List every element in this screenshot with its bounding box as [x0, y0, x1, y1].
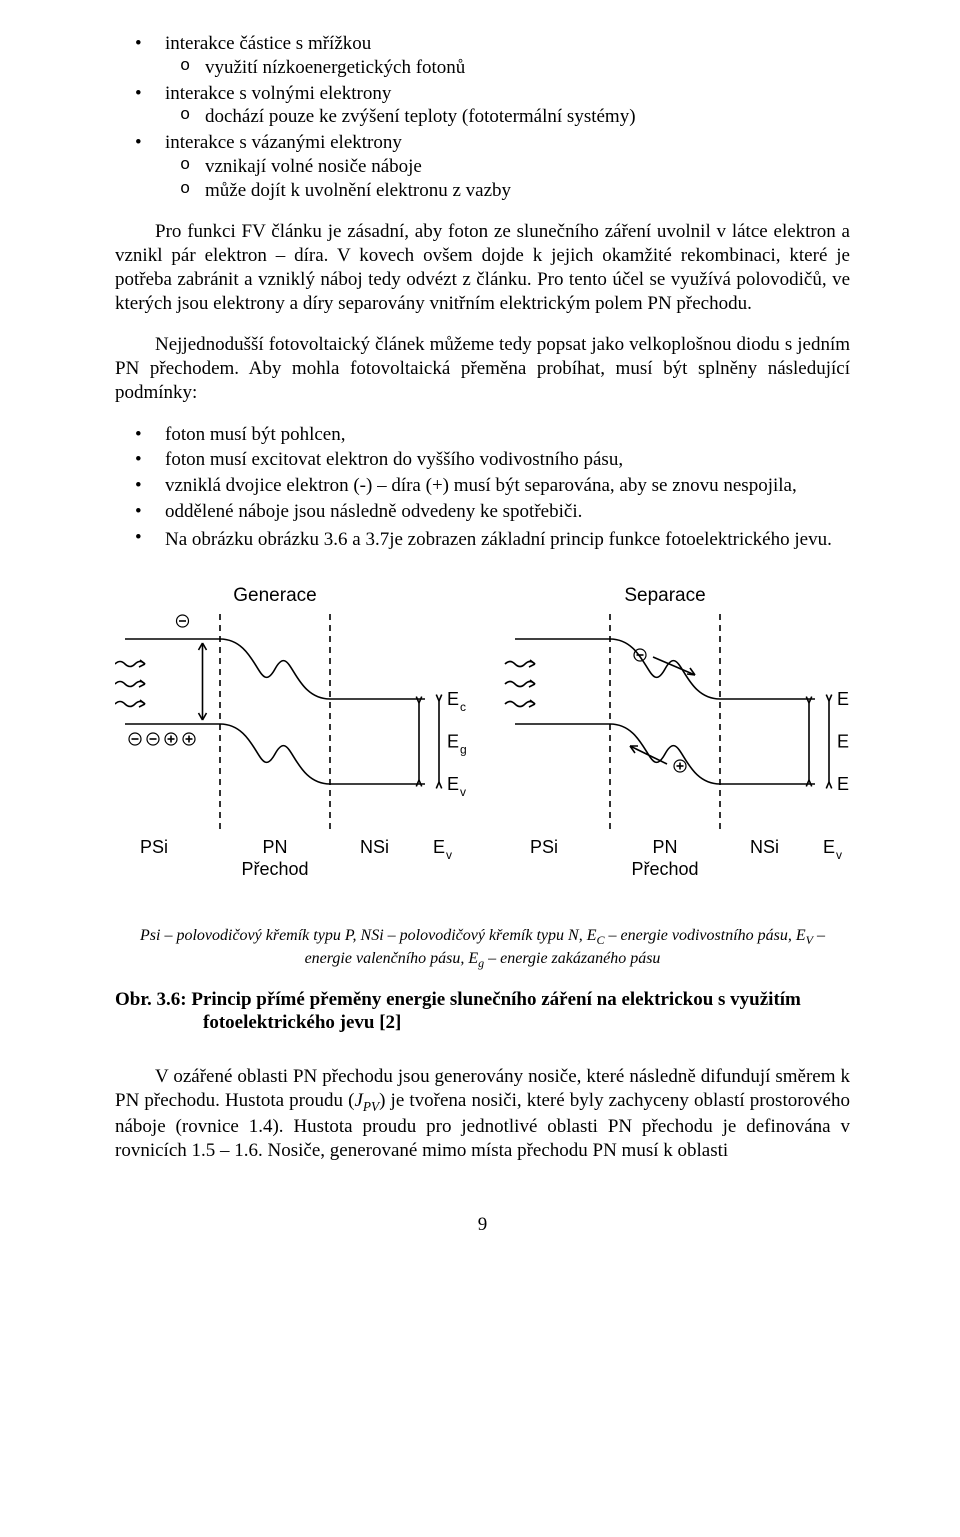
- svg-text:E: E: [837, 732, 849, 752]
- svg-text:E: E: [433, 837, 445, 857]
- figure-legend: Psi – polovodičový křemík typu P, NSi – …: [115, 926, 850, 972]
- para4-jpv: J: [354, 1090, 362, 1111]
- page-number: 9: [115, 1213, 850, 1237]
- top-bullet-list: interakce částice s mřížkou využití nízk…: [115, 32, 850, 202]
- legend-part: – energie zakázaného pásu: [484, 950, 660, 967]
- svg-text:E: E: [837, 689, 849, 709]
- bullet-text: oddělené náboje jsou následně odvedeny k…: [165, 501, 582, 522]
- bullet-item: foton musí excitovat elektron do vyššího…: [115, 448, 850, 472]
- sub-bullet-list: dochází pouze ke zvýšení teploty (fotote…: [165, 105, 850, 129]
- legend-part: Psi – polovodičový křemík typu P, NSi – …: [140, 927, 596, 944]
- caption-line2: fotoelektrického jevu [2]: [115, 1011, 850, 1035]
- svg-text:E: E: [823, 837, 835, 857]
- sub-bullet-text: dochází pouze ke zvýšení teploty (fotote…: [205, 106, 636, 127]
- svg-text:Generace: Generace: [233, 585, 316, 606]
- svg-text:Přechod: Přechod: [241, 859, 308, 879]
- mid-bullet-list: foton musí být pohlcen, foton musí excit…: [115, 423, 850, 524]
- legend-part: – energie vodivostního pásu, E: [604, 927, 805, 944]
- bullet-item: foton musí být pohlcen,: [115, 423, 850, 447]
- svg-text:v: v: [460, 785, 466, 799]
- svg-text:E: E: [447, 774, 459, 794]
- band-diagram-figure: GeneraceEcEgEvPSiPNPřechodNSiEvSeparaceE…: [115, 579, 850, 906]
- para4-jpv-sub: PV: [363, 1099, 379, 1114]
- sub-bullet-item: využití nízkoenergetických fotonů: [165, 56, 850, 80]
- svg-text:PSi: PSi: [530, 837, 558, 857]
- svg-text:PN: PN: [262, 837, 287, 857]
- sub-bullet-item: dochází pouze ke zvýšení teploty (fotote…: [165, 105, 850, 129]
- bullet-text: vzniklá dvojice elektron (-) – díra (+) …: [165, 475, 797, 496]
- figure-caption: Obr. 3.6: Princip přímé přeměny energie …: [115, 988, 850, 1036]
- svg-text:v: v: [836, 848, 842, 862]
- bullet-item: oddělené náboje jsou následně odvedeny k…: [115, 500, 850, 524]
- sub-bullet-item: může dojít k uvolnění elektronu z vazby: [165, 179, 850, 203]
- svg-text:c: c: [460, 700, 466, 714]
- paragraph-4: V ozářené oblasti PN přechodu jsou gener…: [115, 1065, 850, 1163]
- sub-bullet-list: využití nízkoenergetických fotonů: [165, 56, 850, 80]
- svg-text:NSi: NSi: [750, 837, 779, 857]
- bullet-item: vzniklá dvojice elektron (-) – díra (+) …: [115, 474, 850, 498]
- bullet-item: interakce s volnými elektrony dochází po…: [115, 82, 850, 130]
- paragraph-2: Nejjednodušší fotovoltaický článek můžem…: [115, 333, 850, 404]
- caption-line1: Obr. 3.6: Princip přímé přeměny energie …: [115, 989, 801, 1010]
- band-diagram-svg: GeneraceEcEgEvPSiPNPřechodNSiEvSeparaceE…: [115, 579, 850, 899]
- bullet-item: interakce s vázanými elektrony vznikají …: [115, 131, 850, 202]
- bullet-text: interakce s volnými elektrony: [165, 83, 391, 104]
- legend-sub: V: [806, 933, 813, 947]
- svg-text:NSi: NSi: [360, 837, 389, 857]
- svg-text:PN: PN: [652, 837, 677, 857]
- svg-text:g: g: [460, 743, 467, 757]
- sub-bullet-text: využití nízkoenergetických fotonů: [205, 57, 465, 78]
- bullet-text: interakce s vázanými elektrony: [165, 132, 402, 153]
- sub-bullet-item: vznikají volné nosiče náboje: [165, 155, 850, 179]
- svg-text:v: v: [446, 848, 452, 862]
- bullet-text: foton musí excitovat elektron do vyššího…: [165, 449, 623, 470]
- sub-bullet-text: vznikají volné nosiče náboje: [205, 156, 422, 177]
- paragraph-1: Pro funkci FV článku je zásadní, aby fot…: [115, 220, 850, 315]
- bullet-text: interakce částice s mřížkou: [165, 33, 371, 54]
- sub-bullet-list: vznikají volné nosiče náboje může dojít …: [165, 155, 850, 203]
- svg-text:E: E: [837, 774, 849, 794]
- sub-bullet-text: může dojít k uvolnění elektronu z vazby: [205, 180, 511, 201]
- bullet-item: interakce částice s mřížkou využití nízk…: [115, 32, 850, 80]
- svg-text:PSi: PSi: [140, 837, 168, 857]
- svg-text:E: E: [447, 732, 459, 752]
- svg-text:Separace: Separace: [624, 585, 705, 606]
- bullet-text: foton musí být pohlcen,: [165, 424, 345, 445]
- paragraph-3: Na obrázku obrázku 3.6 a 3.7je zobrazen …: [115, 528, 850, 552]
- svg-text:Přechod: Přechod: [631, 859, 698, 879]
- svg-text:E: E: [447, 689, 459, 709]
